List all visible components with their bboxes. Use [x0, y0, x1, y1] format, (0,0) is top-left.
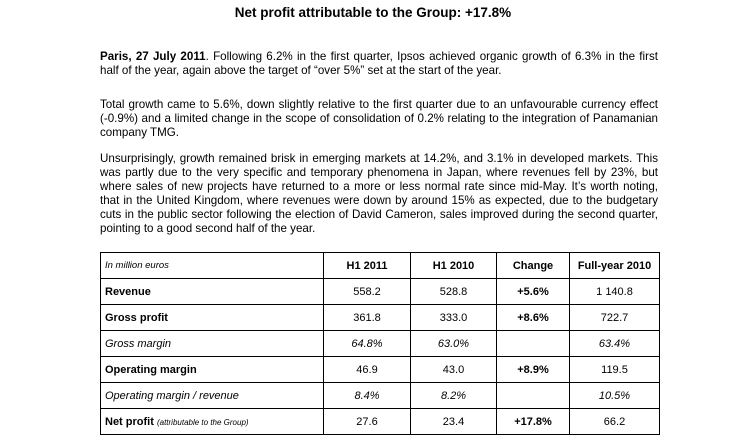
header-cell: Change [496, 252, 570, 279]
row-label: Gross profit [100, 304, 324, 331]
cell: 63.4% [569, 330, 660, 357]
cell: 333.0 [410, 304, 497, 331]
cell: 361.8 [323, 304, 411, 331]
cell: 23.4 [410, 408, 497, 435]
cell: 10.5% [569, 382, 660, 409]
paragraph: Total growth came to 5.6%, down slightly… [100, 98, 658, 139]
header-row: In million euros H1 2011 H1 2010 Change Full… [100, 252, 660, 279]
cell: 1 140.8 [569, 278, 660, 305]
label: Net profit [105, 415, 154, 428]
row-label: Net profit (attributable to the Group) [100, 408, 324, 435]
row: Revenue 558.2 528.8 +5.6% 1 140.8 [100, 278, 660, 305]
text: . Following 6.2% in the first quarter, I… [100, 50, 658, 77]
header-cell: In million euros [100, 252, 324, 279]
paragraph: Paris, 27 July 2011. Following 6.2% in t… [100, 50, 658, 78]
row-label: Gross margin [100, 330, 324, 357]
label: Gross margin [105, 337, 172, 350]
cell: 43.0 [410, 356, 497, 383]
cell: +8.6% [496, 304, 570, 331]
page: Net profit attributable to the Group: +1… [100, 5, 660, 435]
header-cell: H1 2011 [323, 252, 411, 279]
row: Operating margin / revenue 8.4% 8.2% 10.5% [100, 382, 660, 409]
row-label: Revenue [100, 278, 324, 305]
cell: 528.8 [410, 278, 497, 305]
cell: 722.7 [569, 304, 660, 331]
cell: +5.6% [496, 278, 570, 305]
row-label: Operating margin / revenue [100, 382, 324, 409]
cell: +8.9% [496, 356, 570, 383]
row: Operating margin 46.9 43.0 +8.9% 119.5 [100, 356, 660, 383]
label: Revenue [105, 285, 151, 298]
cell: 558.2 [323, 278, 411, 305]
title: Net profit attributable to the Group: +1… [234, 5, 512, 20]
row: Gross profit 361.8 333.0 +8.6% 722.7 [100, 304, 660, 331]
cell: 27.6 [323, 408, 411, 435]
results-table: In million euros H1 2011 H1 2010 Change Full… [100, 252, 660, 435]
row: Net profit (attributable to the Group) 27… [100, 408, 660, 435]
cell: 8.2% [410, 382, 497, 409]
lead: Paris, 27 July 2011 [100, 50, 206, 63]
cell: 46.9 [323, 356, 411, 383]
cell: 66.2 [569, 408, 660, 435]
label: Operating margin [105, 363, 197, 376]
cell: 63.0% [410, 330, 497, 357]
label: Operating margin / revenue [105, 389, 239, 402]
cell: 64.8% [323, 330, 411, 357]
cell: 119.5 [569, 356, 660, 383]
paragraph: Unsurprisingly, growth remained brisk in… [100, 152, 658, 235]
cell: +17.8% [496, 408, 570, 435]
header-cell: H1 2010 [410, 252, 497, 279]
cell [496, 382, 570, 409]
cell: 8.4% [323, 382, 411, 409]
row: Gross margin 64.8% 63.0% 63.4% [100, 330, 660, 357]
row-label: Operating margin [100, 356, 324, 383]
label: Gross profit [105, 311, 168, 324]
header-cell: Full-year 2010 [569, 252, 660, 279]
cell [496, 330, 570, 357]
